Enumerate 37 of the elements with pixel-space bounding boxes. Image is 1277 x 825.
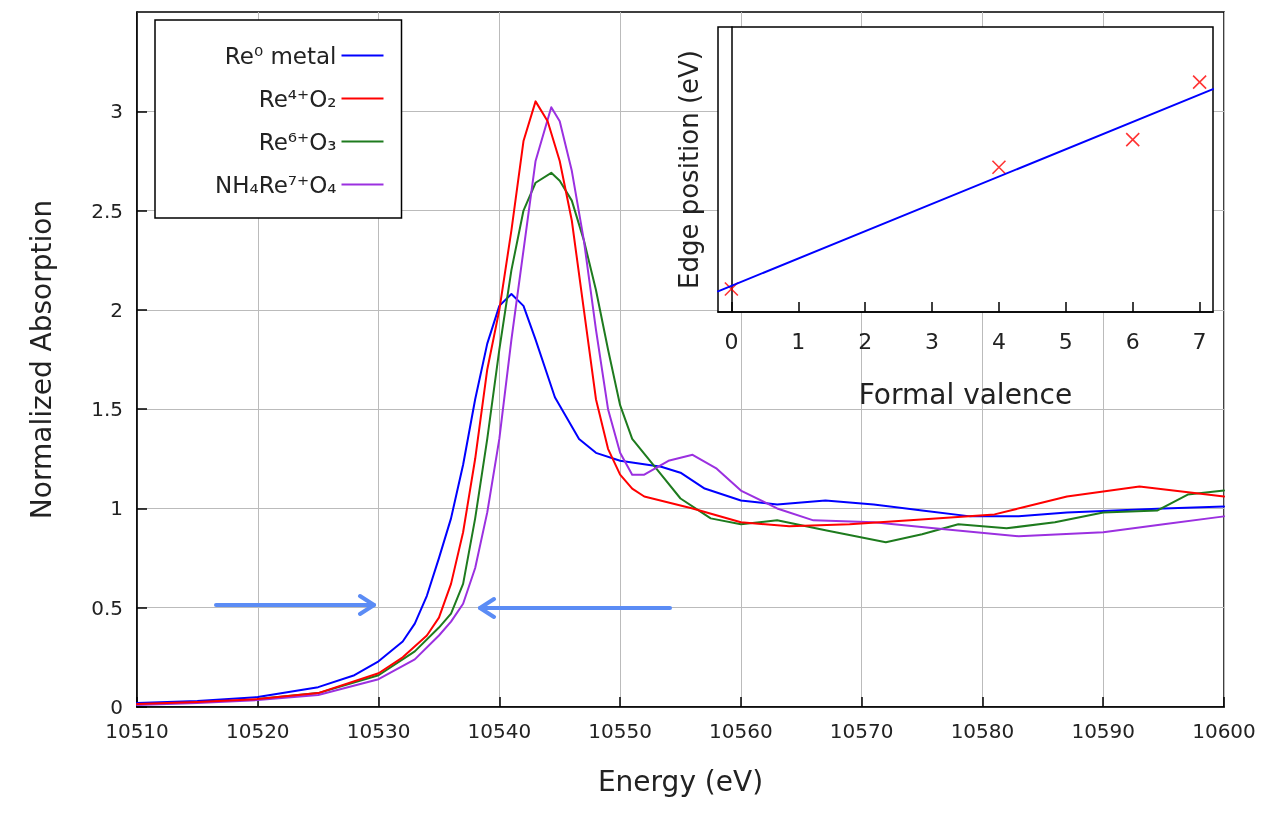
x-tick-label: 3	[925, 328, 940, 354]
x-tick-label: 5	[1058, 328, 1073, 354]
legend-label: Re⁰ metal	[224, 42, 337, 69]
x-tick-label: 10530	[346, 719, 411, 743]
x-axis-title: Formal valence	[858, 377, 1073, 411]
x-tick-label: 10550	[588, 719, 652, 743]
x-tick-label: 7	[1192, 328, 1207, 354]
y-tick-label: 2.5	[91, 198, 123, 223]
x-tick-label: 1	[791, 328, 806, 354]
x-tick-label: 10540	[467, 719, 532, 743]
legend-label: Re⁶⁺O₃	[258, 128, 337, 155]
y-tick-label: 2	[110, 297, 123, 322]
point	[991, 159, 1007, 175]
x-tick-label: 2	[858, 328, 873, 354]
y-axis-title: Edge position (eV)	[674, 49, 704, 290]
y-tick-label: 3	[110, 99, 123, 124]
x-tick-label: 10520	[225, 719, 290, 743]
point	[1192, 74, 1207, 90]
x-tick-label: 10510	[105, 719, 169, 743]
x-tick-label: 10560	[709, 719, 773, 743]
y-tick-label: 1	[110, 496, 123, 521]
x-tick-label: 10570	[829, 719, 894, 743]
x-tick-label: 6	[1125, 328, 1140, 354]
x-tick-label: 10580	[950, 719, 1015, 743]
point	[724, 281, 739, 297]
x-axis-title: Energy (eV)	[597, 764, 764, 798]
y-tick-label: 1.5	[91, 397, 123, 422]
x-tick-label: 10590	[1071, 719, 1136, 743]
y-tick-label: 0.5	[91, 595, 123, 620]
y-tick-label: 0	[110, 695, 123, 719]
x-tick-label: 10600	[1192, 719, 1256, 743]
y-axis-title: Normalized Absorption	[24, 199, 58, 520]
legend-label: Re⁴⁺O₂	[258, 85, 337, 112]
x-tick-label: 4	[991, 328, 1006, 354]
legend-label: NH₄Re⁷⁺O₄	[214, 171, 337, 198]
point	[1125, 132, 1141, 147]
x-tick-label: 0	[724, 328, 739, 354]
